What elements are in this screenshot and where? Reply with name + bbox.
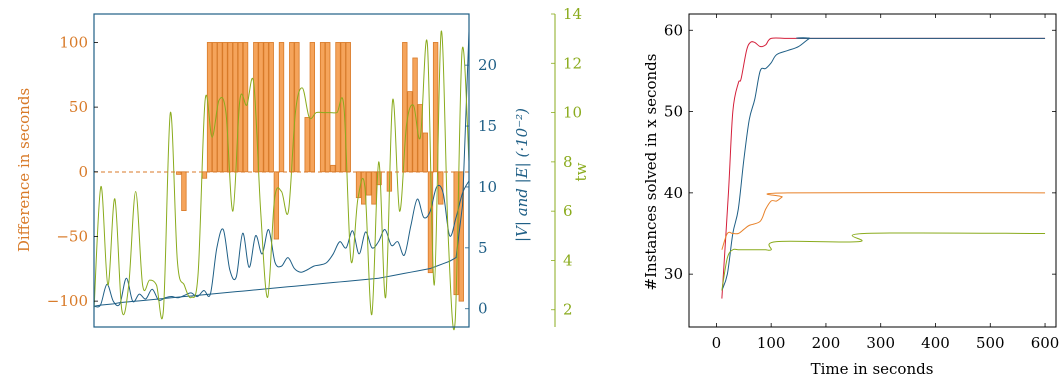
difference-bar (309, 42, 315, 173)
vertex-count-line (93, 31, 470, 307)
y-tick-label: 50 (664, 103, 683, 121)
right-tick-label: 2 (563, 301, 573, 319)
difference-bar (325, 42, 331, 173)
left-chart: −100 −50 0 50 100 0 5 10 15 20 2 4 6 8 10 12 14 Differ… (15, 5, 590, 331)
difference-bar (376, 171, 382, 186)
right-tick-label: 12 (563, 54, 582, 72)
right-tick-label: 14 (563, 5, 582, 23)
difference-bar (273, 171, 280, 240)
difference-bar (407, 91, 413, 173)
x-tick-label: 300 (866, 334, 895, 352)
x-tick-label: 500 (976, 334, 1005, 352)
x-axis-ticks: 0 100 200 300 400 500 600 (712, 14, 1059, 352)
treewidth-line (93, 30, 470, 331)
mid-tick-label: 20 (478, 56, 497, 74)
difference-bar (319, 42, 326, 173)
series-line-blue (721, 37, 1046, 291)
mid-tick-label: 5 (478, 239, 488, 257)
left-tick-label: 50 (69, 98, 88, 116)
right-chart: 0 100 200 300 400 500 600 30 40 50 60 Time in sec… (642, 13, 1059, 378)
difference-bar (294, 42, 300, 173)
right-tick-label: 4 (563, 251, 573, 269)
x-tick-label: 0 (712, 334, 722, 352)
difference-bar (212, 42, 218, 173)
x-axis-label: Time in seconds (811, 360, 934, 378)
y-tick-label: 40 (664, 184, 683, 202)
mid-tick-label: 0 (478, 300, 488, 318)
cactus-lines (721, 37, 1046, 299)
x-tick-label: 200 (812, 334, 841, 352)
difference-bar (237, 42, 244, 173)
right-axis-ticks: 2 4 6 8 10 12 14 (551, 5, 582, 319)
mid-tick-label: 10 (478, 178, 497, 196)
difference-bar (422, 132, 429, 173)
difference-bar (263, 42, 269, 173)
right-tick-label: 8 (563, 153, 573, 171)
x-tick-label: 400 (921, 334, 950, 352)
difference-bar (242, 42, 249, 173)
difference-bar (432, 42, 439, 173)
right-tick-label: 10 (563, 104, 582, 122)
y-axis-label: #Instances solved in x seconds (642, 54, 660, 291)
series-line-green (721, 232, 1046, 291)
right-tick-label: 6 (563, 202, 573, 220)
series-line-orange (721, 192, 1046, 250)
difference-bar (181, 171, 187, 211)
difference-bar (366, 171, 372, 196)
left-tick-label: −100 (47, 292, 88, 310)
mid-tick-label: 15 (478, 117, 497, 135)
left-tick-label: 0 (78, 163, 88, 181)
difference-bar (201, 171, 208, 179)
difference-bar (438, 171, 444, 205)
difference-bar (371, 171, 377, 205)
x-tick-label: 100 (757, 334, 786, 352)
left-lines (93, 30, 470, 331)
difference-bar (335, 42, 341, 173)
series-line-red (721, 37, 1046, 299)
mid-y-axis-label: |V| and |E| (·10⁻²) (513, 108, 531, 242)
right-plot-frame (688, 13, 1057, 328)
y-tick-label: 30 (664, 265, 683, 283)
difference-bar (258, 42, 264, 173)
y-axis-ticks: 30 40 50 60 (664, 21, 1056, 283)
difference-bar (340, 42, 346, 173)
left-axis-ticks: −100 −50 0 50 100 (47, 33, 98, 310)
difference-bar (278, 42, 285, 173)
difference-bar (304, 117, 310, 173)
mid-axis-ticks: 0 5 10 15 20 (465, 56, 497, 318)
y-tick-label: 60 (664, 21, 683, 39)
left-tick-label: 100 (59, 33, 88, 51)
left-tick-label: −50 (56, 227, 88, 245)
difference-bar (217, 42, 223, 173)
left-plot-frame (93, 13, 470, 328)
right-y-axis-label: tw (572, 162, 590, 181)
left-y-axis-label: Difference in seconds (15, 88, 33, 252)
edge-count-line (93, 180, 470, 308)
difference-bar (289, 42, 295, 173)
difference-bar (268, 42, 274, 173)
x-tick-label: 600 (1031, 334, 1059, 352)
difference-bar (330, 164, 336, 173)
